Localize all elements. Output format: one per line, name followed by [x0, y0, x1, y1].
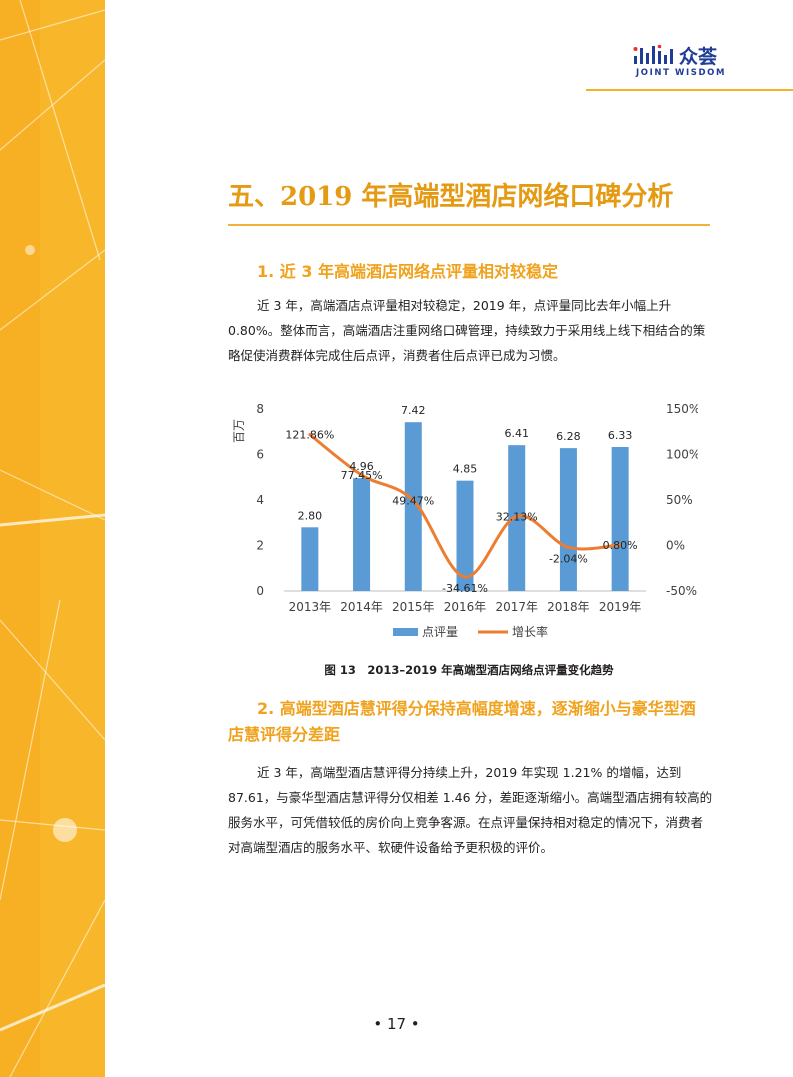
x-axis-tick-label: 2017年	[495, 600, 538, 614]
x-axis-tick-label: 2016年	[444, 600, 487, 614]
legend-bar-label: 点评量	[422, 625, 458, 639]
subsection-heading-1: 1. 近 3 年高端酒店网络点评量相对较稳定	[257, 262, 559, 281]
y2-axis-tick-label: -50%	[666, 584, 697, 598]
bar-data-label: 4.96	[349, 460, 374, 473]
legend-line-label: 增长率	[512, 624, 548, 639]
bar	[353, 478, 371, 591]
bar-data-label: 2.80	[298, 509, 323, 522]
company-logo: 众荟 JOINT WISDOM	[632, 42, 742, 82]
y2-axis-tick-label: 150%	[666, 402, 698, 416]
decorative-sidebar	[0, 0, 105, 1077]
y-axis-tick-label: 2	[256, 539, 264, 553]
y-axis-tick-label: 6	[256, 448, 264, 462]
logo-text-en: JOINT WISDOM	[636, 68, 727, 78]
bar-data-label: 7.42	[401, 404, 426, 417]
subsection-heading-2: 2. 高端型酒店慧评得分保持高幅度增速，逐渐缩小与豪华型酒店慧评得分差距	[228, 699, 696, 744]
line-data-label: -34.61%	[442, 582, 488, 595]
x-axis-tick-label: 2013年	[289, 600, 332, 614]
bar	[559, 448, 577, 591]
y2-axis-tick-label: 100%	[666, 448, 698, 462]
line-data-label: 77.45%	[341, 469, 383, 482]
line-data-label: 121.86%	[285, 429, 334, 442]
bar-data-label: 6.41	[504, 427, 529, 440]
bar-data-label: 6.28	[556, 430, 581, 443]
y-axis-label: 百万	[232, 419, 246, 443]
line-data-label: 0.80%	[603, 539, 638, 552]
line-data-label: -2.04%	[549, 552, 588, 565]
title-underline	[228, 224, 710, 226]
figure-caption: 图 13 2013–2019 年高端型酒店网络点评量变化趋势	[324, 663, 614, 677]
bar	[611, 446, 629, 591]
x-axis-tick-label: 2015年	[392, 600, 435, 614]
review-volume-chart: 0 2 4 6 8 -50% 0% 50% 100% 150% 百万 2013年 2014年 2015年 2…	[232, 402, 698, 639]
bar	[301, 527, 319, 591]
y2-axis-tick-label: 50%	[666, 493, 693, 507]
bar	[456, 480, 474, 591]
line-data-label: 49.47%	[392, 494, 434, 507]
paragraph-2: 近 3 年，高端型酒店慧评得分持续上升，2019 年实现 1.21% 的增幅，达…	[228, 765, 713, 855]
page-number: • 17 •	[373, 1015, 420, 1033]
section-title: 五、2019 年高端型酒店网络口碑分析	[228, 182, 674, 212]
x-axis-tick-label: 2018年	[547, 600, 590, 614]
line-data-label: 32.13%	[496, 510, 538, 523]
bar-data-label: 4.85	[453, 463, 478, 476]
bar	[404, 422, 422, 591]
paragraph-1: 近 3 年，高端酒店点评量相对较稳定，2019 年，点评量同比去年小幅上升 0.…	[228, 298, 706, 363]
growth-rate-line	[308, 433, 622, 579]
header-rule	[586, 89, 793, 91]
logo-mark-icon	[633, 44, 673, 64]
bar-data-label: 6.33	[608, 429, 633, 442]
x-axis-tick-label: 2019年	[599, 600, 642, 614]
legend-bar-swatch	[393, 628, 418, 636]
y-axis-tick-label: 8	[256, 402, 264, 416]
logo-text-cn: 众荟	[679, 46, 718, 68]
y-axis-tick-label: 0	[256, 584, 264, 598]
y-axis-tick-label: 4	[256, 493, 264, 507]
y2-axis-tick-label: 0%	[666, 539, 685, 553]
x-axis-tick-label: 2014年	[340, 600, 383, 614]
bar	[508, 445, 526, 591]
